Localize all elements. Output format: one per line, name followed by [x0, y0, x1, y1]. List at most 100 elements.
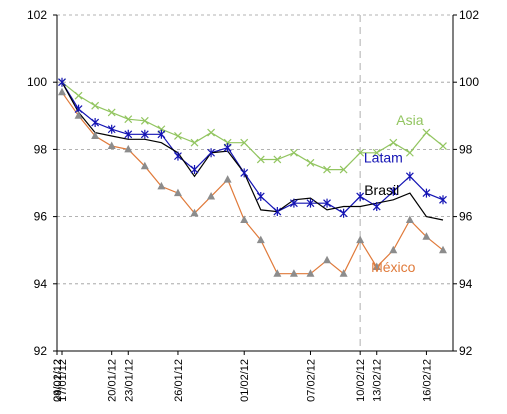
point-latam — [372, 202, 381, 212]
point-latam — [207, 148, 216, 158]
y-tick-label: 102 — [27, 8, 47, 22]
point-mxico — [389, 245, 398, 254]
point-asia — [306, 158, 315, 167]
point-latam — [389, 186, 398, 196]
x-tick-label: 10/02/12 — [355, 359, 367, 402]
x-tick-label: 13/02/12 — [372, 359, 384, 402]
point-asia — [190, 138, 199, 147]
y2-tick-label: 98 — [459, 142, 473, 156]
point-mxico — [273, 269, 282, 277]
y2-tick-label: 96 — [459, 210, 473, 224]
point-latam — [223, 143, 232, 153]
point-mxico — [372, 262, 381, 270]
point-mxico — [124, 144, 133, 153]
x-tick-label: 26/01/12 — [173, 359, 185, 402]
point-latam — [58, 77, 66, 87]
point-asia — [273, 155, 282, 164]
x-tick-label: 04/02/12 — [52, 359, 64, 402]
series-line-asia — [61, 81, 444, 171]
point-mxico — [405, 215, 414, 223]
point-mxico — [256, 235, 265, 244]
series-line-brasil — [61, 81, 444, 221]
series-label-asia: Asia — [396, 112, 423, 128]
y-tick-label: 92 — [34, 344, 48, 358]
point-asia — [174, 132, 182, 140]
point-mxico — [157, 181, 166, 190]
point-mxico — [422, 232, 431, 240]
point-latam — [91, 118, 100, 128]
point-mxico — [58, 87, 66, 96]
point-mxico — [323, 255, 332, 264]
y2-tick-label: 102 — [459, 8, 479, 22]
series-markers — [58, 77, 447, 277]
point-asia — [422, 128, 431, 137]
x-tick-label: 23/01/12 — [123, 359, 135, 402]
point-asia — [356, 148, 365, 157]
point-latam — [306, 198, 315, 208]
point-asia — [289, 148, 298, 157]
y2-tick-label: 92 — [459, 344, 473, 358]
point-asia — [107, 108, 116, 117]
point-latam — [356, 191, 365, 201]
point-mxico — [289, 269, 298, 277]
point-mxico — [223, 175, 232, 183]
point-mxico — [207, 191, 216, 200]
x-tick-label: 29/01/12 — [52, 359, 64, 402]
point-asia — [140, 116, 149, 125]
point-mxico — [74, 111, 83, 119]
point-latam — [140, 129, 149, 139]
point-mxico — [240, 215, 249, 223]
point-asia — [389, 138, 398, 147]
point-asia — [74, 91, 83, 100]
point-mxico — [173, 188, 182, 197]
point-latam — [273, 207, 282, 217]
point-latam — [256, 191, 265, 201]
x-axis-ticks: 17/01/12 20/01/12 23/01/12 26/01/12 29/01/12… — [52, 351, 433, 402]
series-label-latam: Latam — [364, 150, 403, 166]
point-asia — [240, 138, 249, 147]
series-line-mxico — [61, 91, 444, 275]
point-asia — [323, 165, 331, 174]
series-lines — [61, 81, 444, 275]
y-axis-left-ticks: 92 94 96 98 100 102 — [27, 8, 57, 358]
point-latam — [107, 124, 116, 134]
point-mxico — [356, 235, 365, 244]
point-asia — [405, 148, 414, 157]
y-tick-label: 100 — [27, 75, 47, 89]
y2-tick-label: 94 — [459, 277, 473, 291]
point-asia — [339, 165, 348, 174]
y2-tick-label: 100 — [459, 75, 479, 89]
point-mxico — [306, 269, 315, 277]
point-mxico — [439, 245, 447, 254]
y-tick-label: 98 — [34, 142, 48, 156]
series-label-brasil: Brasil — [364, 182, 399, 198]
point-asia — [256, 155, 265, 164]
x-tick-label: 16/02/12 — [421, 359, 433, 402]
y-axis-right-ticks: 92 94 96 98 100 102 — [453, 8, 479, 358]
point-latam — [240, 168, 249, 178]
point-latam — [289, 198, 298, 208]
gridlines — [57, 14, 453, 285]
point-latam — [190, 165, 199, 175]
series-label-mxico: México — [371, 259, 416, 275]
point-asia — [439, 142, 447, 150]
point-latam — [323, 198, 331, 208]
point-latam — [405, 171, 414, 181]
point-latam — [157, 129, 166, 139]
y-tick-label: 96 — [34, 210, 48, 224]
point-latam — [174, 151, 182, 161]
series-labels: Asia Latam Brasil México — [364, 112, 424, 275]
x-tick-label: 01/02/12 — [239, 359, 251, 402]
point-latam — [422, 188, 431, 198]
point-asia — [91, 101, 100, 110]
point-mxico — [140, 161, 149, 170]
point-mxico — [190, 208, 199, 217]
x-tick-label: 07/02/12 — [305, 359, 317, 402]
point-latam — [339, 208, 348, 218]
x-tick-label: 17/01/12 — [57, 359, 69, 402]
point-mxico — [91, 131, 100, 139]
point-latam — [124, 129, 133, 139]
point-asia — [372, 148, 381, 157]
point-mxico — [339, 269, 348, 277]
